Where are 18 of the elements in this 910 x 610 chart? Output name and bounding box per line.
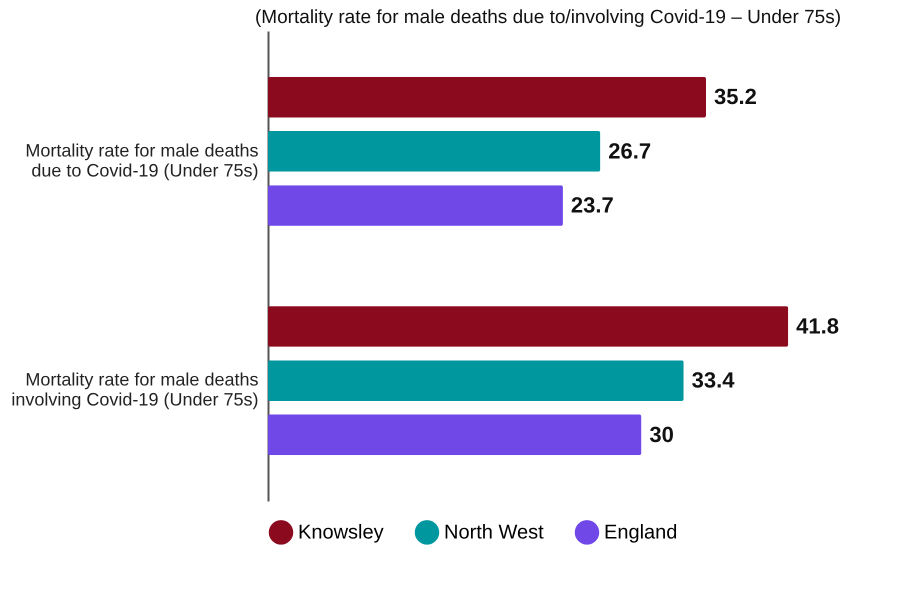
bar xyxy=(268,76,706,118)
bar xyxy=(268,414,642,456)
bar xyxy=(268,306,788,347)
data-label: 33.4 xyxy=(692,368,736,393)
data-label: 30 xyxy=(649,422,674,447)
chart-title: (Mortality rate for male deaths due to/involving Covid-19 – Under 75s) xyxy=(254,7,842,28)
y-tick-label: Mortality rate for male deaths due to Covid-19 (Under 75s) xyxy=(25,140,258,180)
y-tick-label: Mortality rate for male deaths involving Covid-19 (Under 75s) xyxy=(11,370,258,410)
data-label: 26.7 xyxy=(608,138,652,164)
bar xyxy=(268,131,600,172)
legend-label: Knowsley xyxy=(298,521,384,544)
bar xyxy=(268,185,563,226)
data-label: 23.7 xyxy=(570,192,614,218)
data-label: 35.2 xyxy=(714,84,757,110)
legend-label: England xyxy=(604,521,678,544)
legend-label: North West xyxy=(444,521,544,544)
bar xyxy=(268,360,684,401)
data-label: 41.8 xyxy=(796,313,840,338)
